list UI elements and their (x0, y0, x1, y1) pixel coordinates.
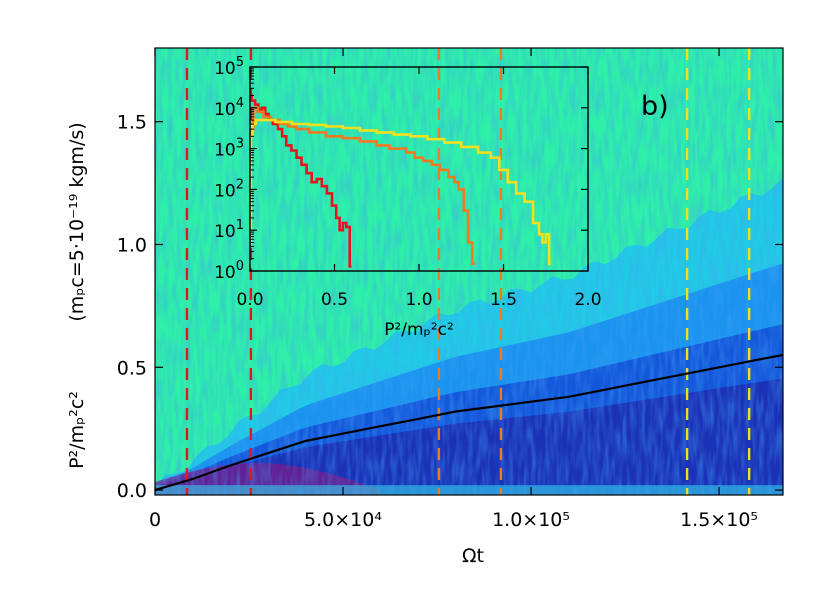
plot-frame (154, 47, 784, 496)
x-tick-label-3: 1.5×10⁵ (680, 509, 758, 531)
inset-y-tick-label-1: 101 (214, 218, 244, 242)
x-tick-label-1: 5.0×10⁴ (304, 509, 382, 531)
x-axis-title: Ωt (462, 545, 484, 567)
inset-x-tick-label-4: 2.0 (574, 290, 601, 310)
inset-series-2 (249, 118, 551, 266)
y-tick-label-1: 0.5 (117, 357, 147, 379)
inset-y-tick-exponent: 0 (236, 259, 244, 274)
inset-x-tick-label-2: 1.0 (405, 290, 432, 310)
inset-y-tick-exponent: 4 (236, 96, 244, 111)
mean-momentum-line (154, 353, 784, 492)
y-axis-title-main: P²/mₚ²c² (66, 391, 88, 469)
y-tick-label-0: 0.0 (117, 480, 147, 502)
inset-x-axis-title: P²/mₚ²c² (384, 320, 454, 340)
inset-x-tick-label-0: 0.0 (236, 290, 263, 310)
inset-y-tick-label-3: 103 (214, 137, 244, 161)
main-axis-ticks: 0 5.0×10⁴ 1.0×10⁵ 1.5×10⁵ 0.0 0.5 1.0 1.5 (117, 48, 783, 531)
inset-y-tick-base: 10 (214, 59, 236, 79)
inset-series-1 (249, 106, 475, 266)
y-axis-title-units: (mₚc=5·10⁻¹⁹ kgm/s) (66, 122, 88, 321)
inset-y-tick-exponent: 5 (236, 55, 244, 70)
y-tick-label-2: 1.0 (117, 234, 147, 256)
inset-y-tick-label-0: 100 (214, 259, 244, 283)
x-tick-label-0: 0 (149, 509, 161, 531)
inset-y-tick-base: 10 (214, 181, 236, 201)
inset-x-tick-label-3: 1.5 (490, 290, 517, 310)
y-tick-label-3: 1.5 (117, 112, 147, 134)
inset-series (249, 94, 551, 268)
main-plot: 0 5.0×10⁴ 1.0×10⁵ 1.5×10⁵ 0.0 0.5 1.0 1.5 b) Ωt… (66, 47, 784, 567)
inset-y-tick-base: 10 (214, 222, 236, 242)
inset-x-tick-label-1: 0.5 (321, 290, 348, 310)
inset-y-tick-label-2: 102 (214, 177, 244, 201)
inset-y-tick-base: 10 (214, 100, 236, 120)
inset-y-tick-exponent: 2 (236, 177, 244, 192)
x-tick-label-2: 1.0×10⁵ (492, 509, 570, 531)
inset-y-tick-label-5: 105 (214, 55, 244, 79)
inset-series-0 (250, 94, 352, 268)
inset-y-tick-base: 10 (214, 263, 236, 283)
inset-y-tick-exponent: 1 (236, 218, 244, 233)
inset-y-tick-label-4: 104 (214, 96, 244, 120)
inset-y-tick-exponent: 3 (236, 137, 244, 152)
distribution-heatmap (155, 48, 783, 495)
inset-y-tick-base: 10 (214, 141, 236, 161)
panel-label: b) (641, 91, 669, 122)
